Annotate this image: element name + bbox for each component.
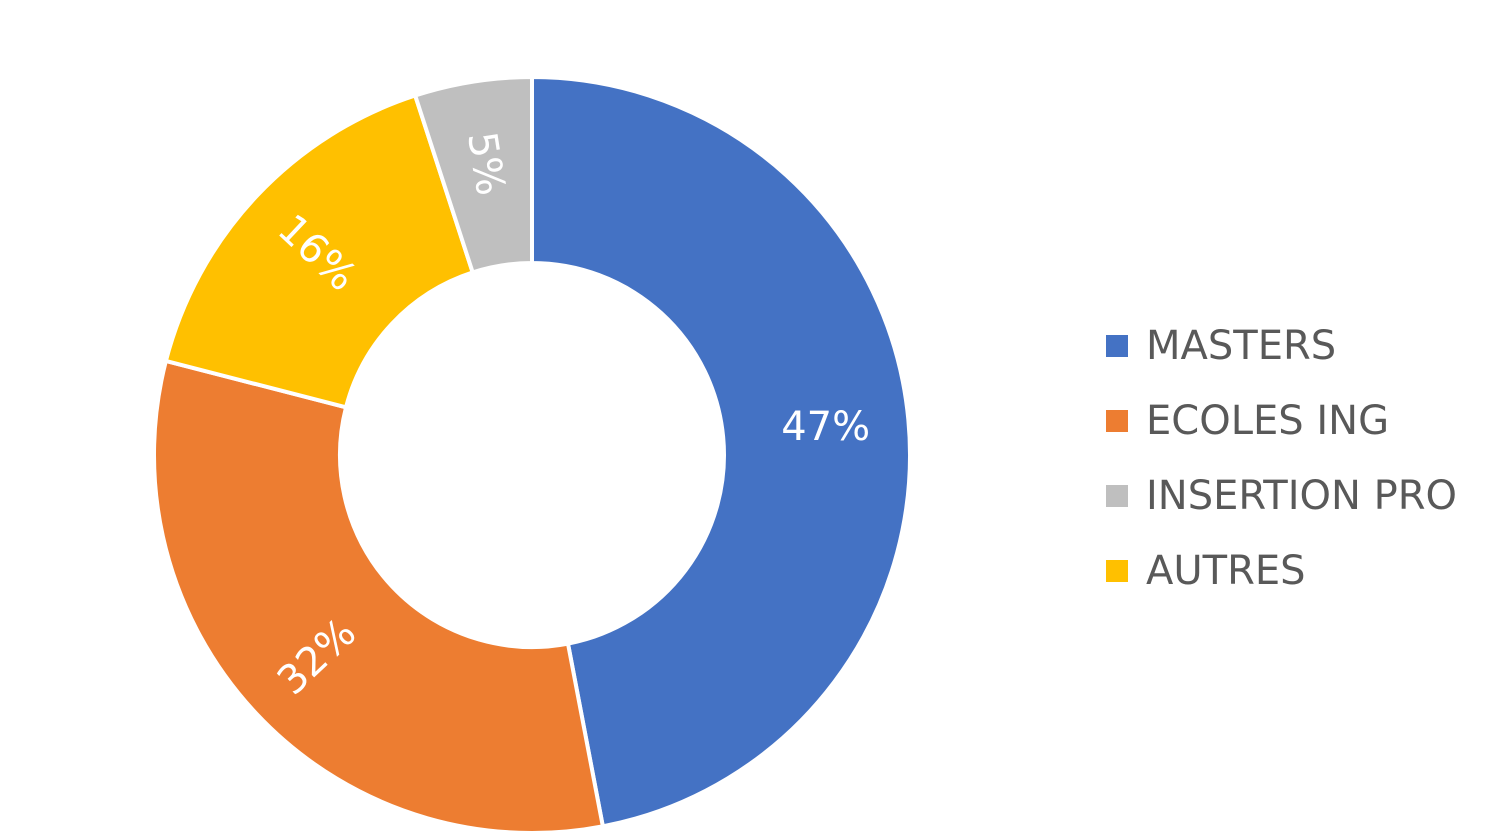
- data-label-insertion-pro: 5%: [458, 129, 513, 199]
- slice-masters: [530, 75, 912, 829]
- donut-slices: [152, 75, 912, 835]
- data-label-masters: 47%: [781, 404, 870, 450]
- legend-swatch-insertion-pro: [1106, 485, 1128, 507]
- legend-swatch-ecoles-ing: [1106, 410, 1128, 432]
- legend-label-masters: MASTERS: [1146, 323, 1336, 369]
- slice-insertion-pro: [413, 75, 534, 275]
- legend-label-insertion-pro: INSERTION PRO: [1146, 473, 1457, 519]
- legend: MASTERS ECOLES ING INSERTION PRO AUTRES: [1106, 323, 1457, 594]
- legend-swatch-autres: [1106, 560, 1128, 582]
- slice-ecoles-ing: [152, 358, 605, 835]
- legend-swatch-masters: [1106, 335, 1128, 357]
- legend-label-autres: AUTRES: [1146, 548, 1306, 594]
- slice-autres: [163, 93, 475, 410]
- legend-label-ecoles-ing: ECOLES ING: [1146, 398, 1389, 444]
